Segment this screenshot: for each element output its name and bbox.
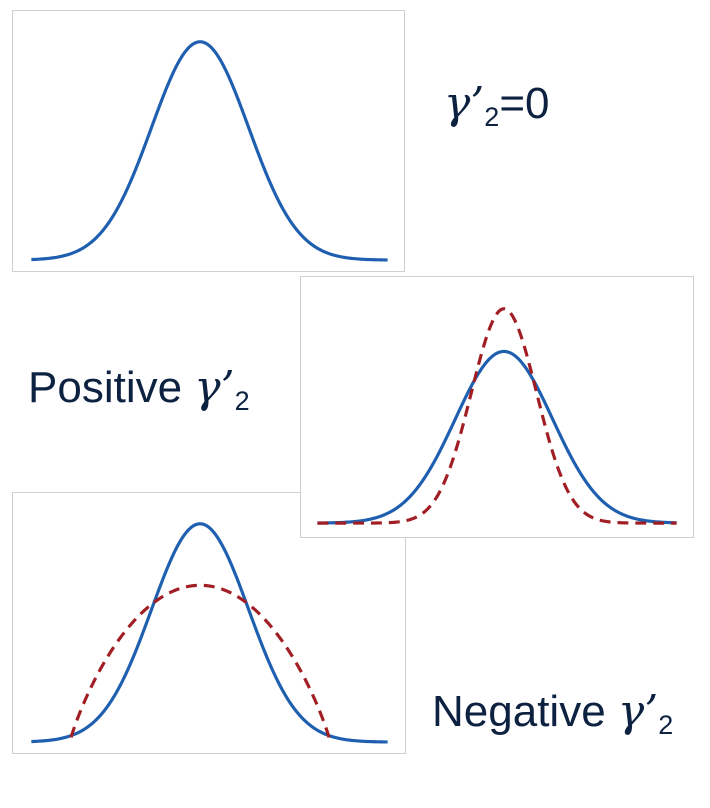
platykurtic-curve [69, 583, 331, 738]
positive-kurtosis-panel [300, 276, 694, 538]
positive-kurtosis-plot [317, 307, 677, 525]
label-negative-kurtosis: Negative γ’2 [432, 690, 673, 739]
normal-curve [31, 40, 388, 262]
gamma-subscript: 2 [234, 386, 250, 416]
label-prefix: Positive [28, 363, 195, 412]
label-positive-kurtosis: Positive γ’2 [28, 366, 250, 415]
normal-reference-curve [31, 522, 388, 744]
label-prefix: Negative [432, 687, 618, 736]
gamma-symbol: γ’ [617, 686, 659, 737]
gamma-subscript: 2 [484, 102, 500, 132]
gamma-subscript: 2 [658, 710, 674, 740]
normal-reference-curve [317, 349, 677, 525]
negative-kurtosis-plot [31, 522, 388, 744]
gamma-symbol: γ’ [194, 362, 235, 413]
normal-distribution-panel [12, 10, 405, 272]
normal-distribution-plot [31, 40, 388, 262]
gamma-symbol: γ’ [444, 78, 485, 129]
leptokurtic-curve [317, 307, 677, 525]
label-zero-kurtosis: γ’2=0 [444, 82, 550, 131]
label-suffix: =0 [499, 79, 550, 128]
